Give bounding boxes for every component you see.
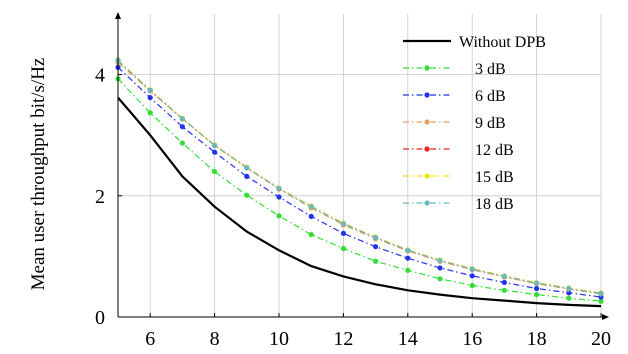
legend-label: 12 dB [475,142,514,159]
legend-label: 9 dB [475,115,506,132]
data-point [437,265,443,271]
series-group [115,57,604,308]
y-tick-label: 2 [95,186,105,208]
data-point [534,291,540,298]
grid-lines [118,14,602,317]
y-axis-label: Mean user throughput bit/s/Hz [28,58,49,291]
data-point [244,173,250,180]
x-tick-label: 18 [527,328,547,350]
data-point [501,273,507,279]
data-point [373,244,379,250]
data-point [501,287,507,293]
x-tick-label: 16 [462,328,482,350]
data-point [340,221,346,227]
x-tick-label: 8 [210,328,220,350]
data-point [340,230,346,236]
data-point [405,255,411,261]
y-tick-label: 4 [95,65,105,87]
data-point [212,168,218,175]
series-line [117,78,602,302]
data-point [534,285,540,292]
data-point [179,124,185,130]
data-point [276,185,282,192]
tick-labels: 6 8 10 12 14 16 18 20 0 2 4 [95,65,611,350]
data-point [437,258,443,264]
data-point [276,194,282,200]
y-axis-arrow [115,12,121,19]
legend-label: Without DPB [459,34,546,51]
series-line [117,59,602,294]
legend-label: 3 dB [475,61,506,78]
data-point [566,290,572,296]
data-point [598,298,604,304]
data-point [534,280,540,286]
data-point [147,110,153,116]
data-point [212,142,218,149]
data-point [566,295,572,301]
data-point [469,266,475,272]
legend: Without DPB 3 dB 6 dB 9 dB 12 dB 15 dB 18 dB [403,34,546,213]
data-point [308,231,314,238]
data-point [501,279,507,286]
x-tick-label: 14 [398,328,418,350]
data-point [276,213,282,219]
data-point [244,165,250,171]
x-tick-label: 10 [269,328,289,350]
legend-marker [424,92,430,98]
legend-label: 18 dB [475,196,514,213]
data-point [308,204,314,210]
data-point [179,116,185,122]
data-point [566,285,572,292]
data-point [340,245,346,252]
legend-marker [424,146,430,152]
y-tick-label: 0 [95,307,105,329]
data-point [373,258,379,264]
legend-label: 15 dB [475,169,514,186]
x-tick-label: 12 [333,328,353,350]
series-line [117,60,602,294]
data-point [147,87,153,93]
x-axis-arrow [602,314,609,320]
series-line [117,66,602,298]
legend-marker [424,200,430,206]
legend-marker [424,173,430,179]
legend-label: 6 dB [475,88,506,105]
axes [115,12,609,320]
x-tick-label: 20 [591,328,611,350]
data-point [179,140,185,146]
series-line [117,62,602,295]
data-point [147,95,153,101]
data-point [405,247,411,253]
data-point [437,276,443,282]
legend-marker [424,65,430,71]
data-point [308,213,314,220]
series-line [117,59,602,294]
legend-marker [424,119,430,125]
data-point [373,235,379,241]
data-point [469,273,475,279]
data-point [212,149,218,155]
x-tick-label: 6 [145,328,155,350]
data-point [598,290,604,296]
data-point [405,267,411,273]
series-line [117,96,602,308]
data-point [244,192,250,198]
data-point [469,282,475,289]
